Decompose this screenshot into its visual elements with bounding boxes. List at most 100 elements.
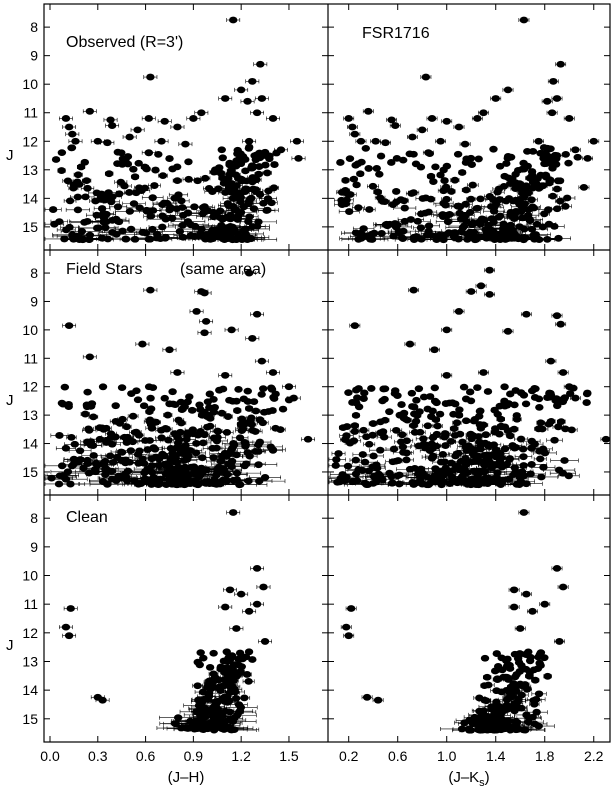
data-point bbox=[67, 144, 76, 152]
data-point bbox=[517, 189, 528, 197]
y-tick-label: 14 bbox=[22, 190, 38, 206]
data-point bbox=[360, 389, 369, 397]
data-point bbox=[356, 170, 365, 178]
data-point bbox=[163, 411, 173, 419]
data-point bbox=[154, 137, 169, 145]
data-point bbox=[130, 173, 140, 181]
data-point bbox=[44, 206, 62, 213]
data-point bbox=[336, 159, 345, 166]
data-point bbox=[395, 411, 404, 419]
data-point bbox=[521, 651, 531, 658]
x-tick-label: 0.6 bbox=[388, 748, 408, 764]
data-point bbox=[442, 162, 452, 170]
data-point bbox=[456, 212, 475, 219]
y-tick-label: 13 bbox=[22, 162, 38, 178]
data-point bbox=[100, 189, 117, 197]
data-point bbox=[527, 387, 537, 395]
data-point bbox=[508, 175, 517, 183]
data-point bbox=[193, 658, 202, 666]
data-point bbox=[227, 206, 245, 214]
data-point bbox=[168, 221, 198, 229]
data-point bbox=[521, 400, 531, 408]
data-point bbox=[466, 181, 479, 189]
y-tick-label: 10 bbox=[22, 568, 38, 584]
data-point bbox=[559, 202, 572, 210]
data-point bbox=[248, 656, 257, 663]
data-point bbox=[461, 186, 471, 194]
data-point bbox=[96, 224, 115, 232]
data-point bbox=[388, 201, 398, 209]
data-point bbox=[126, 204, 153, 212]
data-point bbox=[218, 95, 233, 102]
data-point bbox=[80, 158, 90, 166]
data-point bbox=[415, 408, 424, 416]
data-point bbox=[447, 188, 456, 195]
data-point bbox=[141, 115, 156, 122]
data-point bbox=[458, 169, 467, 176]
data-point bbox=[437, 187, 450, 195]
data-point bbox=[419, 393, 429, 401]
data-point bbox=[217, 146, 226, 154]
data-point bbox=[262, 169, 272, 177]
x-tick-label: 1.4 bbox=[486, 748, 506, 764]
panel-subtitle-same-area: (same area) bbox=[180, 261, 266, 278]
data-point bbox=[452, 419, 462, 427]
data-point bbox=[251, 176, 262, 184]
data-point bbox=[501, 673, 511, 681]
data-point bbox=[194, 228, 243, 236]
data-point bbox=[80, 410, 90, 418]
data-point bbox=[235, 230, 257, 238]
data-point bbox=[409, 150, 418, 158]
data-point bbox=[144, 207, 162, 214]
data-point bbox=[151, 166, 160, 174]
data-point bbox=[373, 188, 382, 196]
data-point bbox=[122, 200, 146, 208]
data-point bbox=[528, 204, 540, 212]
data-point bbox=[244, 405, 254, 412]
data-point bbox=[65, 130, 80, 138]
data-point bbox=[60, 383, 70, 391]
data-point bbox=[129, 165, 138, 173]
data-point bbox=[473, 384, 482, 391]
data-point bbox=[65, 206, 90, 214]
data-point bbox=[475, 407, 485, 415]
data-point bbox=[341, 177, 350, 184]
data-point bbox=[151, 234, 180, 242]
data-point bbox=[221, 180, 233, 187]
data-point bbox=[435, 218, 461, 226]
data-point bbox=[384, 234, 420, 242]
data-point bbox=[194, 109, 209, 117]
data-point bbox=[236, 420, 246, 428]
y-tick-label: 9 bbox=[30, 293, 38, 309]
data-point bbox=[191, 177, 205, 185]
data-point bbox=[241, 167, 250, 175]
panel-title-clean: Clean bbox=[66, 509, 108, 526]
data-point bbox=[216, 665, 225, 673]
data-point bbox=[103, 116, 118, 124]
data-point bbox=[449, 425, 459, 432]
y-tick-label: 11 bbox=[23, 350, 38, 366]
data-point bbox=[176, 398, 186, 406]
x-tick-label: 0.3 bbox=[88, 748, 108, 764]
data-point bbox=[256, 206, 279, 214]
data-point bbox=[553, 177, 563, 185]
data-point bbox=[461, 159, 471, 166]
x-tick-label: 2.2 bbox=[584, 748, 604, 764]
data-point bbox=[253, 60, 268, 68]
data-point bbox=[411, 417, 421, 425]
data-point bbox=[349, 175, 359, 183]
data-point bbox=[466, 397, 476, 405]
data-point bbox=[476, 424, 486, 432]
data-point bbox=[204, 188, 221, 195]
data-point bbox=[440, 177, 449, 184]
data-point bbox=[205, 663, 215, 671]
x-tick-label: 0.0 bbox=[40, 748, 60, 764]
data-point bbox=[165, 155, 174, 162]
data-point bbox=[113, 160, 122, 167]
data-point bbox=[168, 165, 177, 173]
data-point bbox=[100, 139, 115, 147]
data-point bbox=[264, 408, 273, 415]
data-point bbox=[393, 204, 417, 212]
data-point bbox=[352, 181, 361, 189]
data-point bbox=[380, 395, 389, 403]
